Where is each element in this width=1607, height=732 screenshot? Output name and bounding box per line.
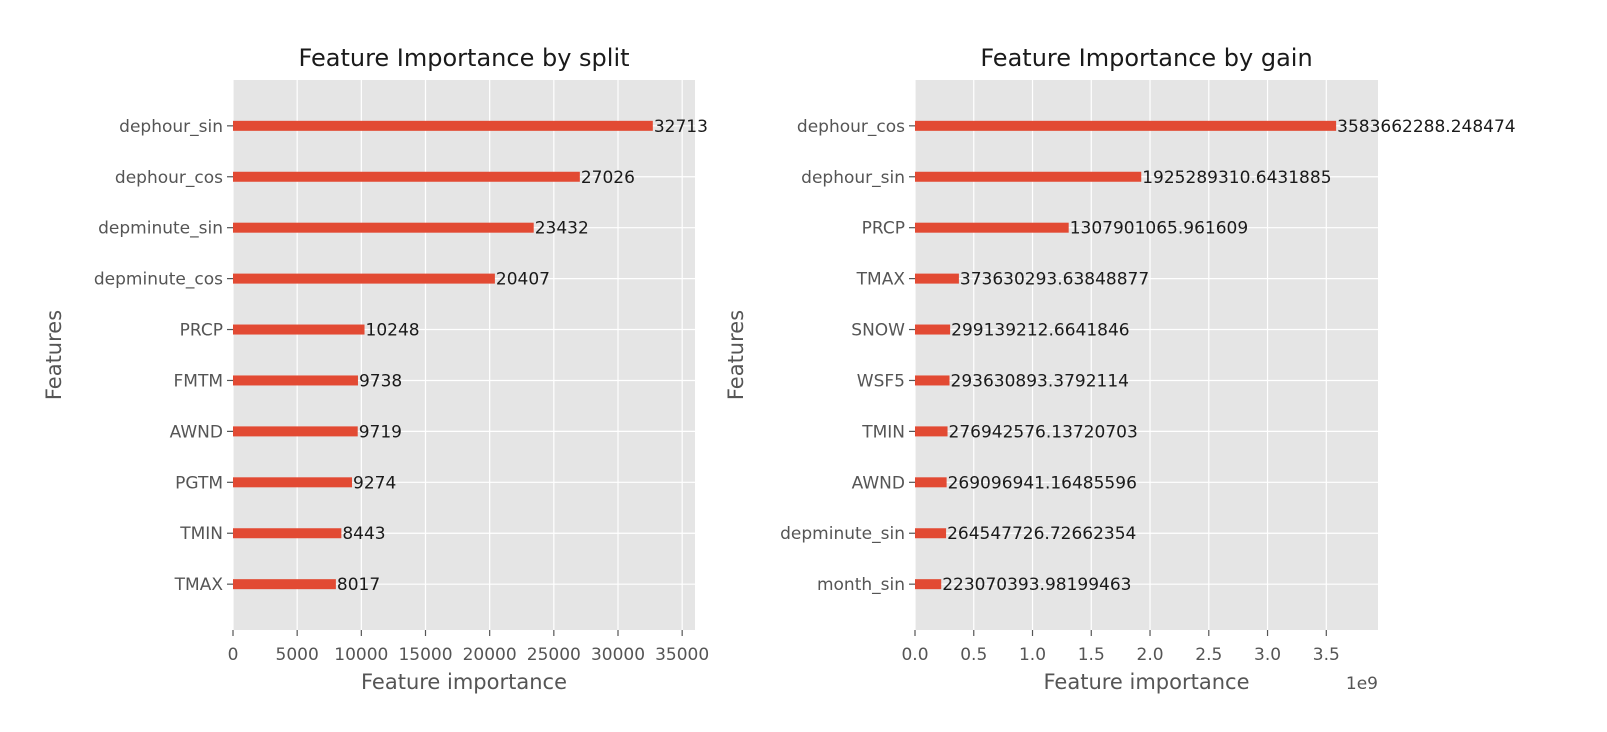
y-tick-label: depminute_sin bbox=[98, 219, 223, 239]
y-tick-label: TMIN bbox=[861, 422, 905, 442]
data-label: 8443 bbox=[342, 524, 385, 544]
bar bbox=[233, 375, 358, 386]
x-axis-label: Feature importance bbox=[361, 670, 567, 694]
bar bbox=[233, 579, 336, 590]
y-tick-label: TMAX bbox=[174, 575, 224, 595]
y-tick-label: PRCP bbox=[180, 321, 223, 341]
x-offset-label: 1e9 bbox=[1346, 674, 1378, 694]
y-tick-label: dephour_cos bbox=[115, 168, 223, 188]
y-tick-label: TMAX bbox=[856, 270, 906, 290]
data-label: 269096941.16485596 bbox=[948, 473, 1137, 493]
x-tick-label: 10000 bbox=[334, 645, 388, 665]
y-tick-label: dephour_sin bbox=[119, 117, 223, 137]
bar bbox=[233, 273, 495, 284]
x-tick-label: 2.0 bbox=[1137, 645, 1164, 665]
data-label: 8017 bbox=[337, 575, 380, 595]
data-label: 9719 bbox=[359, 422, 402, 442]
y-tick-label: month_sin bbox=[817, 575, 905, 595]
x-tick-label: 0.5 bbox=[960, 645, 987, 665]
x-tick-label: 3.5 bbox=[1313, 645, 1340, 665]
bar bbox=[915, 273, 959, 284]
bar bbox=[233, 426, 358, 437]
data-label: 20407 bbox=[496, 270, 550, 290]
plot-area bbox=[233, 80, 695, 630]
chart-panel-1: 32713 27026 23432 20407 10248 9738 9719 9274 844… bbox=[42, 44, 709, 694]
bar bbox=[915, 579, 942, 590]
x-tick-label: 0 bbox=[228, 645, 239, 665]
bar bbox=[233, 528, 342, 539]
y-tick-label: dephour_sin bbox=[801, 168, 905, 188]
x-tick-label: 0.0 bbox=[901, 645, 928, 665]
x-tick-label: 1.0 bbox=[1019, 645, 1046, 665]
y-tick-label: WSF5 bbox=[857, 371, 905, 391]
data-label: 10248 bbox=[366, 321, 420, 341]
x-tick-label: 20000 bbox=[463, 645, 517, 665]
y-tick-label: TMIN bbox=[179, 524, 223, 544]
y-axis-label: Features bbox=[724, 310, 748, 400]
y-axis-label: Features bbox=[42, 310, 66, 400]
x-tick-label: 35000 bbox=[655, 645, 709, 665]
bar bbox=[915, 477, 947, 488]
bar bbox=[915, 222, 1069, 233]
data-label: 32713 bbox=[654, 117, 708, 137]
y-tick-label: SNOW bbox=[851, 321, 905, 341]
x-tick-label: 5000 bbox=[276, 645, 319, 665]
data-label: 1307901065.961609 bbox=[1070, 219, 1248, 239]
data-label: 373630293.63848877 bbox=[960, 270, 1149, 290]
x-tick-label: 2.5 bbox=[1195, 645, 1222, 665]
bar bbox=[233, 171, 580, 182]
data-label: 3583662288.248474 bbox=[1337, 117, 1515, 137]
y-tick-label: AWND bbox=[852, 473, 905, 493]
plot-area bbox=[915, 80, 1378, 630]
chart-panel-2: 3583662288.248474 1925289310.6431885 13079… bbox=[724, 44, 1516, 694]
data-label: 276942576.13720703 bbox=[949, 422, 1138, 442]
y-tick-label: depminute_cos bbox=[94, 270, 223, 290]
bar bbox=[233, 222, 534, 233]
data-label: 299139212.6641846 bbox=[951, 321, 1129, 341]
bar bbox=[233, 120, 653, 131]
data-label: 264547726.72662354 bbox=[947, 524, 1136, 544]
bar bbox=[915, 120, 1337, 131]
data-label: 23432 bbox=[535, 219, 589, 239]
bar bbox=[915, 426, 948, 437]
chart-title: Feature Importance by split bbox=[298, 44, 629, 72]
y-tick-label: PRCP bbox=[862, 219, 905, 239]
x-tick-label: 15000 bbox=[398, 645, 452, 665]
bar bbox=[915, 324, 951, 335]
data-label: 27026 bbox=[581, 168, 635, 188]
x-tick-label: 30000 bbox=[591, 645, 645, 665]
y-tick-label: depminute_sin bbox=[780, 524, 905, 544]
data-label: 293630893.3792114 bbox=[951, 371, 1129, 391]
y-tick-label: AWND bbox=[170, 422, 223, 442]
bar bbox=[233, 477, 353, 488]
chart-title: Feature Importance by gain bbox=[980, 44, 1312, 72]
x-tick-label: 1.5 bbox=[1078, 645, 1105, 665]
bar bbox=[915, 171, 1142, 182]
data-label: 1925289310.6431885 bbox=[1142, 168, 1331, 188]
bar bbox=[915, 528, 947, 539]
x-tick-label: 25000 bbox=[527, 645, 581, 665]
y-tick-label: FMTM bbox=[174, 371, 224, 391]
y-tick-label: dephour_cos bbox=[797, 117, 905, 137]
x-axis-label: Feature importance bbox=[1043, 670, 1249, 694]
data-label: 223070393.98199463 bbox=[942, 575, 1131, 595]
x-tick-label: 3.0 bbox=[1254, 645, 1281, 665]
data-label: 9274 bbox=[353, 473, 396, 493]
bar bbox=[233, 324, 365, 335]
bar bbox=[915, 375, 950, 386]
y-tick-label: PGTM bbox=[175, 473, 223, 493]
data-label: 9738 bbox=[359, 371, 402, 391]
